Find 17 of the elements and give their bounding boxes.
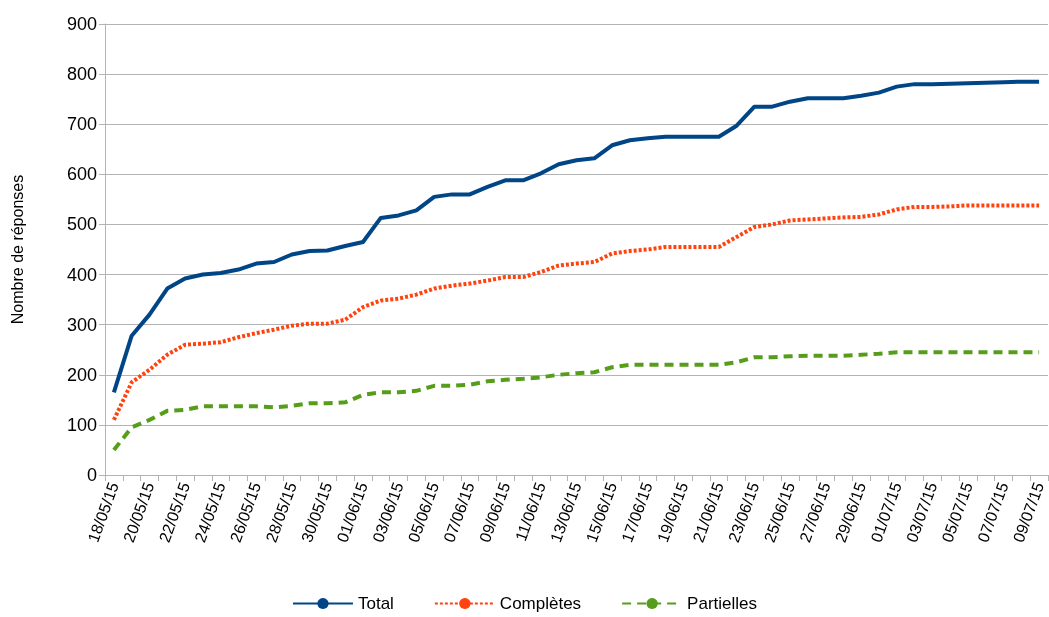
y-tick-label: 800 [66, 64, 97, 85]
legend-label: Partielles [687, 594, 758, 613]
y-tick-label: 500 [66, 214, 97, 235]
y-tick-label: 300 [66, 314, 97, 335]
line-series [111, 203, 1042, 422]
y-axis-title: Nombre de réponses [8, 174, 26, 325]
legend-label: Complètes [499, 594, 582, 613]
y-tick-label: 400 [66, 264, 97, 285]
line-series [111, 350, 1042, 452]
y-tick-label: 100 [66, 414, 97, 435]
y-tick-label: 0 [86, 465, 97, 485]
legend-label: Total [357, 594, 394, 613]
line-series [111, 79, 1042, 395]
y-tick-label: 700 [66, 114, 97, 135]
y-tick-label: 600 [66, 164, 97, 185]
y-tick-label: 200 [66, 364, 97, 385]
y-tick-label: 900 [66, 14, 97, 34]
